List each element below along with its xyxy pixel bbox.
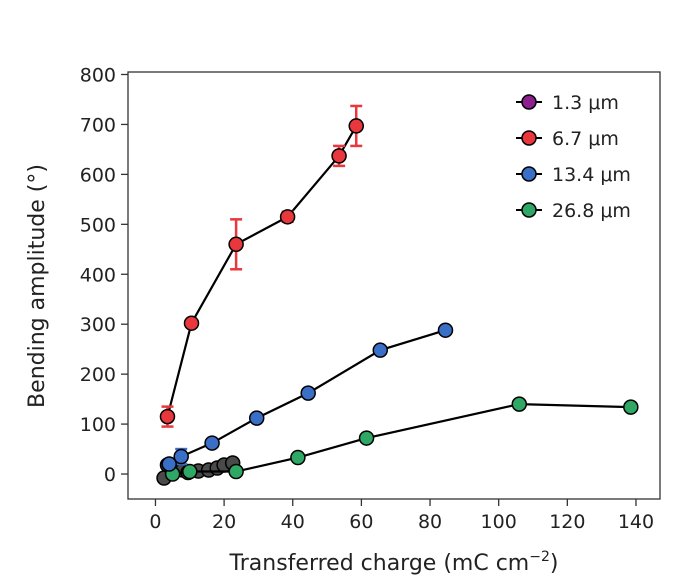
- y-tick-label: 700: [80, 114, 116, 136]
- data-point: [183, 315, 200, 331]
- data-point: [290, 449, 306, 466]
- data-point: [248, 410, 265, 426]
- data-point: [228, 463, 244, 480]
- y-tick-label: 300: [80, 314, 116, 336]
- data-point: [331, 148, 347, 164]
- legend-marker: [521, 94, 537, 110]
- legend-item: 1.3 μm: [516, 92, 619, 114]
- legend-label: 6.7 μm: [552, 128, 619, 150]
- legend-marker: [521, 166, 537, 182]
- legend-label: 13.4 μm: [552, 164, 631, 186]
- x-tick-label: 80: [418, 511, 442, 533]
- series-layer: [156, 104, 639, 486]
- data-point: [511, 396, 528, 412]
- plot-frame: [127, 71, 661, 500]
- data-point: [623, 399, 639, 415]
- data-point: [173, 448, 189, 465]
- y-tick-label: 800: [80, 64, 116, 86]
- legend-marker: [521, 202, 537, 218]
- data-point: [228, 236, 244, 253]
- data-point: [279, 209, 296, 225]
- legend-item: 13.4 μm: [516, 164, 631, 186]
- data-point: [161, 456, 177, 472]
- x-tick-label: 140: [618, 511, 654, 533]
- data-point: [437, 322, 454, 338]
- y-tick-label: 200: [80, 364, 116, 386]
- y-tick-label: 400: [80, 264, 116, 286]
- series-2: [161, 322, 454, 472]
- data-point: [358, 430, 375, 446]
- series-line: [166, 125, 358, 417]
- x-tick-label: 20: [212, 511, 236, 533]
- y-tick-label: 600: [80, 164, 116, 186]
- legend: 1.3 μm 6.7 μm 13.4 μm 26.8 μm: [516, 92, 631, 222]
- x-tick-label: 40: [281, 511, 305, 533]
- y-axis-title: Bending amplitude (°): [25, 164, 50, 408]
- y-axis: 0 100 200 300 400 500 600 700 800: [80, 64, 128, 486]
- data-point: [159, 408, 176, 425]
- y-tick-label: 100: [80, 414, 116, 436]
- x-axis-title-superscript: −2: [529, 549, 550, 565]
- legend-item: 26.8 μm: [516, 200, 631, 222]
- series-line: [172, 403, 631, 476]
- y-tick-label: 500: [80, 214, 116, 236]
- x-tick-label: 60: [349, 511, 373, 533]
- legend-item: 6.7 μm: [516, 128, 619, 150]
- data-point: [182, 463, 198, 480]
- legend-label: 26.8 μm: [552, 200, 631, 222]
- x-axis-title: Transferred charge (mC cm−2): [229, 549, 559, 576]
- y-tick-label: 0: [104, 464, 116, 486]
- series-3: [164, 396, 639, 482]
- data-point: [300, 385, 316, 401]
- x-axis: 0 20 40 60 80 100 120 140: [149, 499, 654, 533]
- legend-label: 1.3 μm: [552, 92, 619, 114]
- data-point: [372, 342, 389, 358]
- data-point: [348, 118, 364, 134]
- legend-marker: [521, 130, 537, 146]
- series-1: [159, 104, 364, 428]
- data-point: [204, 435, 220, 451]
- x-tick-label: 0: [149, 511, 161, 533]
- x-tick-label: 100: [481, 511, 517, 533]
- x-tick-label: 120: [549, 511, 585, 533]
